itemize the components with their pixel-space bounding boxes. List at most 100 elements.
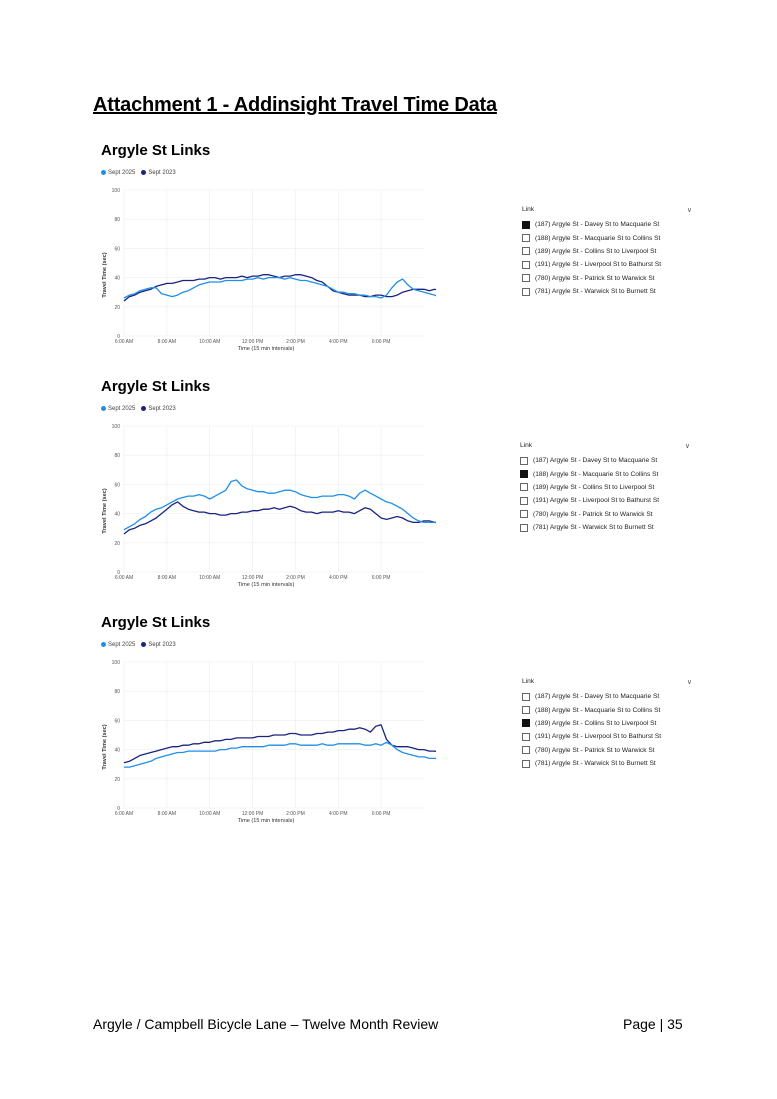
slicer-item[interactable]: (188) Argyle St - Macquarie St to Collin… bbox=[522, 231, 692, 244]
slicer-item[interactable]: (780) Argyle St - Patrick St to Warwick … bbox=[522, 272, 692, 285]
legend-item: Sept 2025 bbox=[101, 406, 135, 412]
checkbox-icon[interactable] bbox=[522, 274, 530, 283]
slicer-header[interactable]: Link ∨ bbox=[522, 206, 692, 214]
y-tick-label: 20 bbox=[114, 777, 120, 783]
chart-title: Argyle St Links bbox=[101, 614, 211, 631]
x-tick-label: 12:00 PM bbox=[242, 575, 263, 581]
checkbox-icon[interactable] bbox=[520, 496, 528, 505]
x-tick-label: 12:00 PM bbox=[242, 811, 263, 817]
checkbox-icon[interactable] bbox=[520, 483, 528, 492]
line-chart: 0 20 40 60 80 100 6:00 AM 8:00 AM 10:00 AM 12:00 … bbox=[102, 424, 436, 588]
legend-label: Sept 2025 bbox=[108, 170, 136, 177]
slicer-item[interactable]: (191) Argyle St - Liverpool St to Bathur… bbox=[522, 730, 692, 743]
slicer-item-label: (188) Argyle St - Macquarie St to Collin… bbox=[535, 706, 661, 714]
checkbox-icon[interactable] bbox=[522, 247, 530, 256]
x-tick-label: 6:00 PM bbox=[372, 811, 391, 817]
slicer-item-label: (187) Argyle St - Davey St to Macquarie … bbox=[535, 221, 660, 229]
slicer-item[interactable]: (188) Argyle St - Macquarie St to Collin… bbox=[522, 703, 692, 716]
x-tick-label: 12:00 PM bbox=[242, 339, 263, 345]
slicer-item[interactable]: (189) Argyle St - Collins St to Liverpoo… bbox=[522, 245, 692, 258]
slicer-item[interactable]: (191) Argyle St - Liverpool St to Bathur… bbox=[520, 494, 690, 507]
legend-label: Sept 2023 bbox=[148, 406, 176, 413]
checkbox-icon[interactable] bbox=[522, 692, 530, 701]
slicer-item-label: (191) Argyle St - Liverpool St to Bathur… bbox=[535, 733, 662, 741]
slicer-item[interactable]: (781) Argyle St - Warwick St to Burnett … bbox=[522, 757, 692, 770]
y-tick-label: 0 bbox=[117, 806, 120, 812]
chart-legend: Sept 2025 Sept 2023 bbox=[101, 406, 176, 412]
y-tick-label: 80 bbox=[114, 453, 120, 459]
slicer-header-label: Link bbox=[522, 206, 535, 213]
checkbox-icon[interactable] bbox=[522, 220, 530, 229]
checkbox-icon[interactable] bbox=[520, 510, 528, 519]
checkbox-icon[interactable] bbox=[522, 234, 530, 243]
x-axis-label: Time (15 min intervals) bbox=[238, 346, 295, 352]
legend-label: Sept 2023 bbox=[148, 642, 176, 649]
link-slicer[interactable]: Link ∨ (187) Argyle St - Davey St to Macqu… bbox=[522, 678, 692, 770]
checkbox-icon[interactable] bbox=[520, 456, 528, 465]
checkbox-icon[interactable] bbox=[522, 260, 530, 269]
checkbox-icon[interactable] bbox=[520, 470, 528, 479]
x-tick-label: 6:00 AM bbox=[115, 811, 133, 817]
slicer-item[interactable]: (781) Argyle St - Warwick St to Burnett … bbox=[522, 285, 692, 298]
link-slicer[interactable]: Link ∨ (187) Argyle St - Davey St to Macqu… bbox=[520, 442, 690, 534]
slicer-item[interactable]: (191) Argyle St - Liverpool St to Bathur… bbox=[522, 258, 692, 271]
y-tick-label: 20 bbox=[114, 305, 120, 311]
slicer-item-label: (780) Argyle St - Patrick St to Warwick … bbox=[533, 510, 653, 518]
checkbox-icon[interactable] bbox=[522, 719, 530, 728]
checkbox-icon[interactable] bbox=[522, 759, 530, 768]
slicer-item[interactable]: (187) Argyle St - Davey St to Macquarie … bbox=[520, 454, 690, 467]
slicer-header-label: Link bbox=[520, 442, 533, 449]
chevron-down-icon[interactable]: ∨ bbox=[686, 679, 692, 686]
slicer-item-label: (780) Argyle St - Patrick St to Warwick … bbox=[535, 746, 655, 754]
y-tick-label: 100 bbox=[112, 424, 121, 430]
series-line-sept-2025 bbox=[123, 276, 436, 299]
chevron-down-icon[interactable]: ∨ bbox=[684, 443, 690, 450]
x-tick-label: 6:00 AM bbox=[115, 339, 133, 345]
y-tick-label: 100 bbox=[112, 188, 121, 194]
slicer-item[interactable]: (780) Argyle St - Patrick St to Warwick … bbox=[520, 508, 690, 521]
slicer-item-label: (781) Argyle St - Warwick St to Burnett … bbox=[533, 524, 654, 532]
y-tick-label: 100 bbox=[112, 660, 121, 666]
slicer-item-label: (188) Argyle St - Macquarie St to Collin… bbox=[533, 470, 659, 478]
legend-item: Sept 2025 bbox=[101, 642, 135, 648]
checkbox-icon[interactable] bbox=[522, 746, 530, 755]
slicer-item-label: (189) Argyle St - Collins St to Liverpoo… bbox=[535, 247, 657, 255]
slicer-item-label: (191) Argyle St - Liverpool St to Bathur… bbox=[535, 261, 662, 269]
checkbox-icon[interactable] bbox=[522, 287, 530, 296]
y-tick-label: 60 bbox=[114, 718, 120, 724]
slicer-item[interactable]: (187) Argyle St - Davey St to Macquarie … bbox=[522, 690, 692, 703]
legend-dot-icon bbox=[141, 642, 147, 647]
slicer-item-label: (780) Argyle St - Patrick St to Warwick … bbox=[535, 274, 655, 282]
x-tick-label: 10:00 AM bbox=[199, 575, 220, 581]
checkbox-icon[interactable] bbox=[522, 706, 530, 715]
slicer-item-label: (189) Argyle St - Collins St to Liverpoo… bbox=[533, 483, 655, 491]
checkbox-icon[interactable] bbox=[520, 523, 528, 532]
chart-legend: Sept 2025 Sept 2023 bbox=[101, 170, 176, 176]
x-tick-label: 8:00 AM bbox=[158, 339, 176, 345]
slicer-item[interactable]: (780) Argyle St - Patrick St to Warwick … bbox=[522, 744, 692, 757]
slicer-header[interactable]: Link ∨ bbox=[520, 442, 690, 450]
slicer-item[interactable]: (189) Argyle St - Collins St to Liverpoo… bbox=[520, 481, 690, 494]
x-axis-label: Time (15 min intervals) bbox=[238, 582, 295, 588]
slicer-item-label: (191) Argyle St - Liverpool St to Bathur… bbox=[533, 497, 660, 505]
slicer-item[interactable]: (189) Argyle St - Collins St to Liverpoo… bbox=[522, 717, 692, 730]
y-tick-label: 60 bbox=[114, 482, 120, 488]
slicer-item[interactable]: (781) Argyle St - Warwick St to Burnett … bbox=[520, 521, 690, 534]
legend-dot-icon bbox=[141, 406, 147, 411]
slicer-item[interactable]: (188) Argyle St - Macquarie St to Collin… bbox=[520, 467, 690, 480]
checkbox-icon[interactable] bbox=[522, 732, 530, 741]
legend-dot-icon bbox=[101, 170, 106, 175]
series-line-sept-2023 bbox=[123, 501, 436, 535]
y-tick-label: 60 bbox=[114, 246, 120, 252]
chart-title: Argyle St Links bbox=[101, 142, 211, 159]
x-tick-label: 6:00 PM bbox=[372, 575, 391, 581]
line-chart: 0 20 40 60 80 100 6:00 AM 8:00 AM 10:00 AM 12:00 … bbox=[102, 188, 436, 352]
link-slicer[interactable]: Link ∨ (187) Argyle St - Davey St to Macqu… bbox=[522, 206, 692, 298]
chevron-down-icon[interactable]: ∨ bbox=[686, 207, 692, 214]
x-tick-label: 8:00 AM bbox=[158, 575, 176, 581]
x-tick-label: 2:00 PM bbox=[286, 575, 305, 581]
x-tick-label: 4:00 PM bbox=[329, 339, 348, 345]
legend-item: Sept 2023 bbox=[141, 406, 176, 413]
slicer-header[interactable]: Link ∨ bbox=[522, 678, 692, 686]
slicer-item[interactable]: (187) Argyle St - Davey St to Macquarie … bbox=[522, 218, 692, 231]
